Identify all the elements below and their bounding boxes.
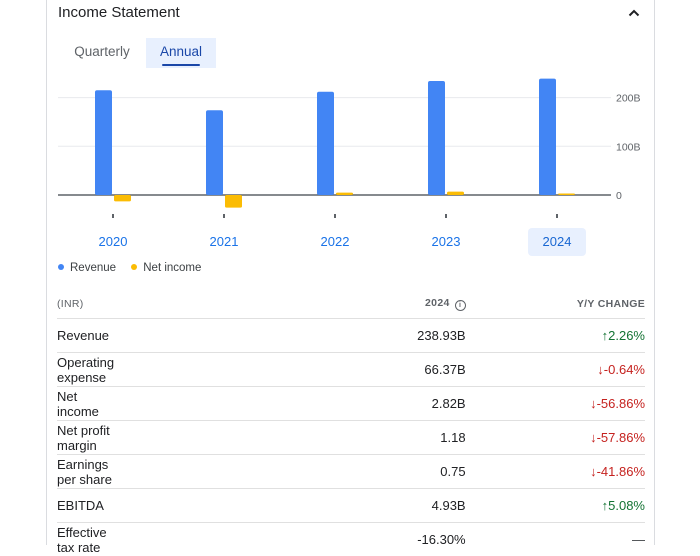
row-change-value: 5.08% bbox=[608, 498, 645, 513]
row-change: ↓-56.86% bbox=[466, 387, 645, 421]
row-label: Revenue bbox=[57, 319, 114, 353]
x-tick-mark bbox=[445, 214, 447, 218]
row-value: 238.93B bbox=[114, 319, 466, 353]
x-tick-mark bbox=[112, 214, 114, 218]
row-change-value: 2.26% bbox=[608, 328, 645, 343]
row-label: Earnings per share bbox=[57, 455, 114, 489]
x-tick-mark bbox=[334, 214, 336, 218]
table-row: Effective tax rate-16.30%— bbox=[57, 523, 645, 556]
row-label: Net profit margin bbox=[57, 421, 114, 455]
net-income-bar-2024[interactable] bbox=[558, 194, 575, 195]
revenue-bar-2020[interactable] bbox=[95, 90, 112, 195]
legend-net-income: Net income bbox=[131, 262, 201, 274]
row-value: 66.37B bbox=[114, 353, 466, 387]
row-value: -16.30% bbox=[114, 523, 466, 556]
row-change: ↑5.08% bbox=[466, 489, 645, 523]
row-label: EBITDA bbox=[57, 489, 114, 523]
x-label-2020[interactable]: 2020 bbox=[84, 228, 142, 256]
row-change-value: -0.64% bbox=[604, 362, 645, 377]
revenue-dot-icon bbox=[58, 264, 64, 270]
legend-revenue: Revenue bbox=[58, 262, 116, 274]
revenue-bar-2024[interactable] bbox=[539, 79, 556, 195]
row-change-value: -41.86% bbox=[597, 464, 645, 479]
chart-legend: Revenue Net income bbox=[58, 262, 213, 274]
row-value: 1.18 bbox=[114, 421, 466, 455]
change-header: Y/Y CHANGE bbox=[466, 290, 645, 319]
x-label-2023[interactable]: 2023 bbox=[417, 228, 475, 256]
row-change: — bbox=[466, 523, 645, 556]
net-income-bar-2020[interactable] bbox=[114, 195, 131, 201]
x-label-2024[interactable]: 2024 bbox=[528, 228, 586, 256]
row-label: Effective tax rate bbox=[57, 523, 114, 556]
row-change: ↓-41.86% bbox=[466, 455, 645, 489]
year-header-label: 2024 bbox=[425, 297, 450, 309]
row-label: Operating expense bbox=[57, 353, 114, 387]
row-label: Net income bbox=[57, 387, 114, 421]
legend-revenue-label: Revenue bbox=[70, 262, 116, 274]
x-label-2021[interactable]: 2021 bbox=[195, 228, 253, 256]
y-tick-label: 200B bbox=[616, 93, 641, 105]
net-income-dot-icon bbox=[131, 264, 137, 270]
row-value: 2.82B bbox=[114, 387, 466, 421]
net-income-bar-2022[interactable] bbox=[336, 193, 353, 195]
net-income-bar-2023[interactable] bbox=[447, 192, 464, 195]
row-change: ↑2.26% bbox=[466, 319, 645, 353]
row-value: 0.75 bbox=[114, 455, 466, 489]
row-value: 4.93B bbox=[114, 489, 466, 523]
info-icon[interactable]: i bbox=[455, 300, 466, 311]
net-income-bar-2021[interactable] bbox=[225, 195, 242, 208]
revenue-bar-2023[interactable] bbox=[428, 81, 445, 195]
row-change: ↓-57.86% bbox=[466, 421, 645, 455]
legend-net-income-label: Net income bbox=[143, 262, 201, 274]
revenue-bar-2021[interactable] bbox=[206, 110, 223, 195]
y-tick-label: 100B bbox=[616, 141, 641, 153]
y-tick-label: 0 bbox=[616, 190, 622, 202]
row-change-value: -57.86% bbox=[597, 430, 645, 445]
year-header: 2024 i bbox=[114, 290, 466, 319]
currency-header: (INR) bbox=[57, 290, 114, 319]
x-label-2022[interactable]: 2022 bbox=[306, 228, 364, 256]
x-tick-mark bbox=[223, 214, 225, 218]
revenue-bar-2022[interactable] bbox=[317, 92, 334, 195]
x-tick-mark bbox=[556, 214, 558, 218]
income-chart: 200B 100B 0 bbox=[0, 0, 700, 230]
row-change-value: -56.86% bbox=[597, 396, 645, 411]
row-change: ↓-0.64% bbox=[466, 353, 645, 387]
